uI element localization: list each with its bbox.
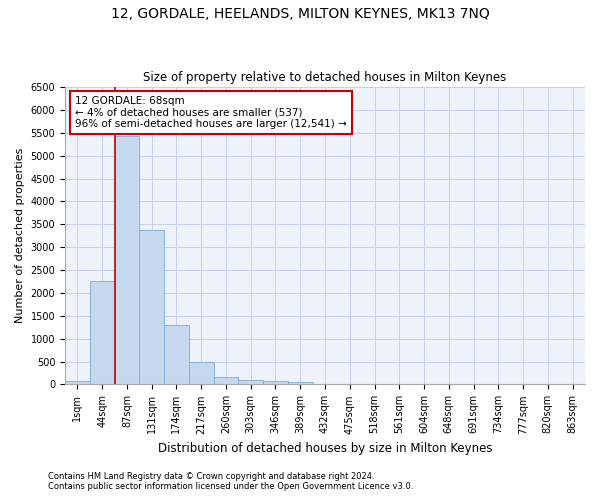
Title: Size of property relative to detached houses in Milton Keynes: Size of property relative to detached ho… (143, 72, 506, 85)
Text: Contains HM Land Registry data © Crown copyright and database right 2024.: Contains HM Land Registry data © Crown c… (48, 472, 374, 481)
Bar (263, 382, 288, 384)
Bar (139, 230, 164, 384)
Y-axis label: Number of detached properties: Number of detached properties (15, 148, 25, 324)
Text: 12 GORDALE: 68sqm
← 4% of detached houses are smaller (537)
96% of semi-detached: 12 GORDALE: 68sqm ← 4% of detached house… (76, 96, 347, 129)
Bar (214, 377, 238, 384)
Bar (189, 362, 214, 384)
Bar (115, 136, 139, 384)
Bar (65, 381, 90, 384)
Bar (164, 326, 189, 384)
Text: 12, GORDALE, HEELANDS, MILTON KEYNES, MK13 7NQ: 12, GORDALE, HEELANDS, MILTON KEYNES, MK… (110, 8, 490, 22)
X-axis label: Distribution of detached houses by size in Milton Keynes: Distribution of detached houses by size … (158, 442, 492, 455)
Bar (90, 280, 115, 384)
Text: Contains public sector information licensed under the Open Government Licence v3: Contains public sector information licen… (48, 482, 413, 491)
Bar (238, 380, 263, 384)
Bar (288, 382, 313, 384)
